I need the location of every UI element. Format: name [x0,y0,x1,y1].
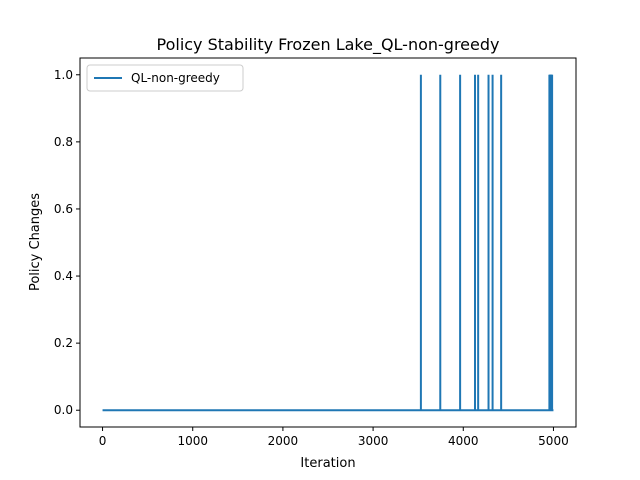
legend-entry-label: QL-non-greedy [131,71,220,85]
x-tick-label: 5000 [538,434,569,448]
y-tick-label: 0.2 [54,336,73,350]
x-tick-label: 1000 [177,434,208,448]
x-tick-label: 4000 [448,434,479,448]
y-axis-label: Policy Changes [28,193,43,291]
x-axis-label: Iteration [300,456,355,471]
x-tick-label: 2000 [268,434,299,448]
y-tick-label: 0.8 [54,135,73,149]
chart-title: Policy Stability Frozen Lake_QL-non-gree… [157,35,500,55]
y-tick-label: 0.0 [54,403,73,417]
legend-box [86,64,244,92]
y-tick-label: 1.0 [54,68,73,82]
y-tick-label: 0.4 [54,269,73,283]
legend: QL-non-greedy [86,64,244,92]
y-tick-label: 0.6 [54,202,73,216]
axes-frame [79,57,577,428]
x-tick-label: 3000 [358,434,389,448]
x-tick-label: 0 [99,434,107,448]
